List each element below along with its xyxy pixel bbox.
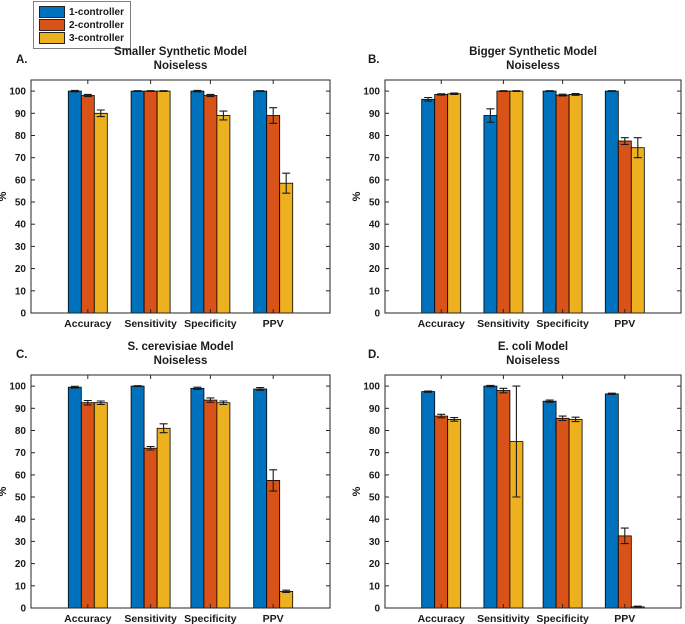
panel-d: D. E. coli Model Noiseless Accuracy Sensi… [343,335,685,624]
panel-a: A. Smaller Synthetic Model Noiseless Acc… [0,40,342,329]
panel-b-title-line2: Noiseless [506,60,560,72]
chart-legend: 1-controller 2-controller 3-controller [33,1,132,49]
legend-swatch-orange [39,19,65,31]
legend-label: 3-controller [69,32,125,44]
svg-text:100: 100 [363,87,380,98]
svg-text:10: 10 [369,286,381,297]
panel-c: C. S. cerevisiae Model Noiseless Accurac… [0,335,342,624]
svg-text:Specificity: Specificity [184,613,237,624]
panel-b-letter: B. [368,54,380,66]
svg-text:Accuracy: Accuracy [418,613,465,624]
svg-text:%: % [351,191,363,201]
panel-a-title-line1: Smaller Synthetic Model [114,46,247,58]
svg-text:10: 10 [15,581,27,592]
panel-d-title-line1: E. coli Model [497,341,569,353]
panel-d-letter: D. [368,349,380,361]
svg-text:20: 20 [15,559,27,570]
panel-c-chart: Accuracy Sensitivity Specificity PPV 0 10 20 30… [0,374,331,624]
svg-text:%: % [351,486,363,496]
svg-text:Accuracy: Accuracy [64,613,111,624]
legend-swatch-blue [39,6,65,18]
svg-text:60: 60 [15,470,27,481]
svg-text:10: 10 [15,286,27,297]
svg-text:90: 90 [369,109,381,120]
panel-a-letter: A. [16,54,28,66]
svg-text:80: 80 [369,426,381,437]
svg-text:70: 70 [369,448,381,459]
panel-a-title: Smaller Synthetic Model Noiseless [31,45,330,73]
svg-text:PPV: PPV [263,318,284,329]
panel-a-title-line2: Noiseless [153,60,208,72]
legend-swatch-yellow [39,32,65,44]
legend-label: 1-controller [69,6,125,18]
panel-b-title-line1: Bigger Synthetic Model [469,46,597,58]
legend-label: 2-controller [69,19,125,31]
svg-text:PPV: PPV [614,318,635,329]
svg-text:Sensitivity: Sensitivity [124,318,177,329]
panel-c-title: S. cerevisiae Model Noiseless [31,340,330,368]
svg-text:Sensitivity: Sensitivity [477,318,530,329]
svg-text:%: % [0,191,9,201]
svg-text:100: 100 [9,382,26,393]
svg-text:30: 30 [15,537,27,548]
svg-text:60: 60 [369,175,381,186]
svg-text:40: 40 [369,220,381,231]
svg-text:50: 50 [15,493,27,504]
svg-text:80: 80 [15,131,27,142]
svg-text:Accuracy: Accuracy [418,318,465,329]
svg-text:Accuracy: Accuracy [64,318,111,329]
svg-text:30: 30 [369,242,381,253]
svg-text:90: 90 [15,404,27,415]
svg-text:50: 50 [15,198,27,209]
svg-text:Specificity: Specificity [536,318,589,329]
legend-item: 2-controller [39,19,124,31]
svg-text:80: 80 [15,426,27,437]
svg-text:80: 80 [369,131,381,142]
svg-text:20: 20 [369,559,381,570]
svg-text:Specificity: Specificity [536,613,589,624]
legend-item: 3-controller [39,32,124,44]
panel-b-chart: Accuracy Sensitivity Specificity PPV 0 10 20 30… [351,79,682,329]
svg-text:30: 30 [15,242,27,253]
panel-b: B. Bigger Synthetic Model Noiseless Accu… [343,40,685,329]
svg-text:0: 0 [374,604,380,615]
panel-c-letter: C. [16,349,28,361]
svg-text:Sensitivity: Sensitivity [477,613,530,624]
panel-d-title: E. coli Model Noiseless [385,340,681,368]
panel-c-title-line2: Noiseless [153,355,208,367]
svg-text:40: 40 [369,515,381,526]
svg-text:%: % [0,486,9,496]
svg-text:90: 90 [15,109,27,120]
svg-text:Sensitivity: Sensitivity [124,613,177,624]
svg-text:70: 70 [15,153,27,164]
svg-text:0: 0 [20,604,26,615]
svg-text:60: 60 [15,175,27,186]
svg-text:100: 100 [363,382,380,393]
svg-text:70: 70 [369,153,381,164]
panel-d-chart: Accuracy Sensitivity Specificity PPV 0 10 20 30… [351,374,682,624]
svg-text:30: 30 [369,537,381,548]
svg-text:60: 60 [369,470,381,481]
svg-text:90: 90 [369,404,381,415]
panel-a-chart: Accuracy Sensitivity Specificity PPV 0 10 20 30… [0,79,331,329]
svg-text:100: 100 [9,87,26,98]
svg-text:Specificity: Specificity [184,318,237,329]
legend-item: 1-controller [39,6,124,18]
svg-text:PPV: PPV [614,613,635,624]
svg-text:50: 50 [369,198,381,209]
svg-text:0: 0 [374,309,380,320]
svg-text:10: 10 [369,581,381,592]
panel-c-title-line1: S. cerevisiae Model [127,341,234,353]
panel-b-title: Bigger Synthetic Model Noiseless [385,45,681,73]
svg-text:40: 40 [15,220,27,231]
svg-text:70: 70 [15,448,27,459]
svg-text:20: 20 [369,264,381,275]
svg-text:40: 40 [15,515,27,526]
svg-text:20: 20 [15,264,27,275]
svg-text:PPV: PPV [263,613,284,624]
panel-d-title-line2: Noiseless [506,355,560,367]
svg-text:0: 0 [20,309,26,320]
svg-text:50: 50 [369,493,381,504]
